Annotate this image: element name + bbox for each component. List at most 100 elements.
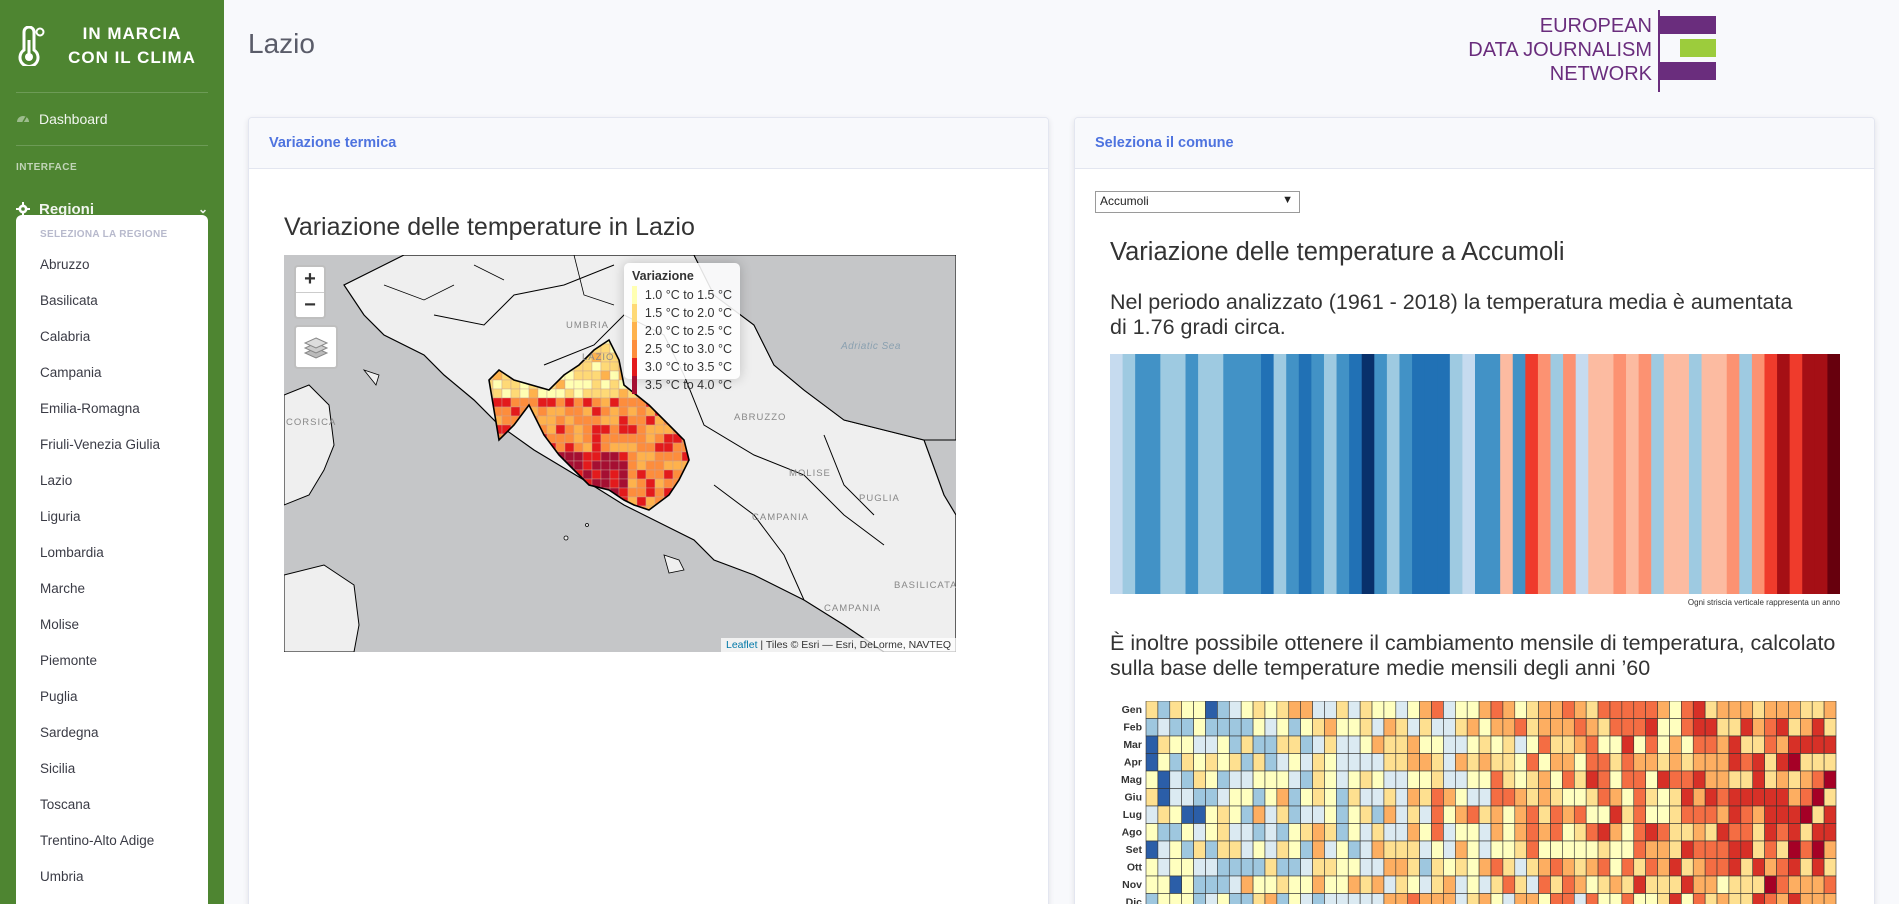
heatmap-cell: [1538, 735, 1551, 754]
heatmap-cell: [1704, 840, 1718, 859]
caret-down-icon: ▼: [1282, 194, 1293, 206]
heatmap-cell: [1419, 893, 1432, 904]
region-item[interactable]: Marche: [40, 581, 86, 596]
heatmap-cell: [1669, 875, 1682, 894]
heatmap-cell: [1466, 735, 1480, 754]
layers-button[interactable]: [294, 325, 338, 369]
region-item[interactable]: Umbria: [40, 869, 84, 884]
map-canvas[interactable]: [284, 255, 956, 652]
region-item[interactable]: Lazio: [40, 473, 73, 488]
stripe-1980: [1349, 354, 1363, 594]
heatmap-cell: [1716, 788, 1730, 807]
heatmap-cell: [1407, 893, 1420, 904]
region-item[interactable]: Calabria: [40, 329, 91, 344]
heatmap-cell: [1728, 735, 1742, 754]
heatmap-cell: [1228, 735, 1242, 754]
heatmap-cell: [1193, 858, 1206, 877]
stripe-1966: [1172, 354, 1187, 594]
heatmap-cell: [1312, 770, 1325, 789]
month-label: Dic: [1126, 897, 1143, 904]
heatmap-cell: [1157, 858, 1171, 877]
legend-label: 2.5 °C to 3.0 °C: [644, 342, 732, 356]
heatmap-cell: [1621, 701, 1635, 719]
legend-label: 1.0 °C to 1.5 °C: [644, 288, 732, 302]
heatmap-cell: [1371, 770, 1385, 789]
heatmap-cell: [1443, 858, 1456, 877]
region-item[interactable]: Sardegna: [40, 725, 99, 740]
region-item[interactable]: Campania: [40, 365, 102, 380]
heatmap-cell: [1169, 753, 1182, 772]
heatmap-cell: [1240, 823, 1254, 842]
stripe-2006: [1676, 354, 1690, 594]
heatmap-cell: [1300, 805, 1313, 824]
heatmap-cell: [1359, 823, 1373, 842]
heatmap-cell: [1264, 753, 1278, 772]
sidebar-item-label: Dashboard: [39, 111, 108, 127]
heatmap-cell: [1609, 840, 1623, 859]
heatmap-cell: [1478, 770, 1492, 789]
heatmap-cell: [1704, 788, 1718, 807]
region-item[interactable]: Friuli-Venezia Giulia: [40, 437, 161, 452]
zoom-in-button[interactable]: +: [304, 268, 316, 290]
heatmap-cell: [1800, 788, 1813, 807]
zoom-out-button[interactable]: −: [296, 292, 324, 317]
brand[interactable]: IN MARCIA CON IL CLIMA: [0, 0, 224, 92]
month-label: Lug: [1123, 809, 1142, 821]
heatmap-cell: [1288, 805, 1301, 824]
heatmap-cell: [1383, 805, 1397, 824]
region-item[interactable]: Toscana: [40, 797, 91, 812]
sidebar-item-dashboard[interactable]: Dashboard: [0, 93, 224, 145]
region-item[interactable]: Liguria: [40, 509, 81, 524]
heatmap-cell: [1395, 718, 1409, 737]
choropleth-map[interactable]: LAZIO UMBRIA ABRUZZO MOLISE CAMPANIA PUG…: [284, 255, 956, 652]
heatmap-cell: [1538, 875, 1551, 894]
stripe-2016: [1802, 354, 1816, 594]
heatmap-cell: [1205, 823, 1218, 842]
sidebar-item-regioni[interactable]: Regioni ⌄: [0, 184, 224, 234]
heatmap-cell: [1324, 753, 1337, 772]
region-item[interactable]: Lombardia: [40, 545, 104, 560]
heatmap-cell: [1823, 823, 1837, 842]
heatmap-cell: [1395, 701, 1409, 719]
leaflet-link[interactable]: Leaflet: [725, 639, 758, 651]
heatmap-cell: [1419, 788, 1432, 807]
heatmap-cell: [1740, 893, 1754, 904]
heatmap-cell: [1181, 840, 1194, 859]
heatmap-cell: [1157, 893, 1171, 904]
heatmap-cell: [1502, 735, 1516, 754]
heatmap-cell: [1240, 788, 1254, 807]
comune-select[interactable]: Accumoli ▼: [1095, 191, 1300, 213]
heatmap-cell: [1347, 840, 1361, 859]
heatmap-cell: [1371, 840, 1385, 859]
heatmap-cell: [1252, 893, 1266, 904]
region-item[interactable]: Puglia: [40, 689, 78, 704]
heatmap-cell: [1776, 770, 1789, 789]
heatmap-cell: [1728, 823, 1742, 842]
region-item[interactable]: Basilicata: [40, 293, 98, 308]
stripe-2015: [1789, 354, 1803, 594]
stripe-2000: [1600, 354, 1614, 594]
heatmap-cell: [1478, 788, 1492, 807]
region-item[interactable]: Trentino-Alto Adige: [40, 833, 155, 848]
heatmap-cell: [1502, 788, 1516, 807]
region-item[interactable]: Piemonte: [40, 653, 98, 668]
region-item[interactable]: Molise: [40, 617, 80, 632]
heatmap-cell: [1740, 701, 1754, 719]
stripe-1997: [1563, 354, 1577, 594]
heatmap-cell: [1716, 840, 1730, 859]
heatmap-cell: [1169, 893, 1182, 904]
heatmap-cell: [1776, 823, 1789, 842]
heatmap-cell: [1383, 875, 1397, 894]
heatmap-cell: [1633, 770, 1646, 789]
heatmap-cell: [1550, 823, 1563, 842]
region-item[interactable]: Abruzzo: [40, 257, 90, 272]
stripe-1968: [1198, 354, 1212, 594]
heatmap-cell: [1312, 823, 1325, 842]
stripe-2005: [1663, 354, 1677, 594]
heatmap-cell: [1169, 875, 1182, 894]
edjn-logo[interactable]: EUROPEAN DATA JOURNALISM NETWORK: [1466, 10, 1716, 94]
region-item[interactable]: Sicilia: [40, 761, 76, 776]
heatmap-cell: [1585, 735, 1599, 754]
region-item[interactable]: Emilia-Romagna: [40, 401, 140, 416]
heatmap-cell: [1169, 701, 1182, 719]
